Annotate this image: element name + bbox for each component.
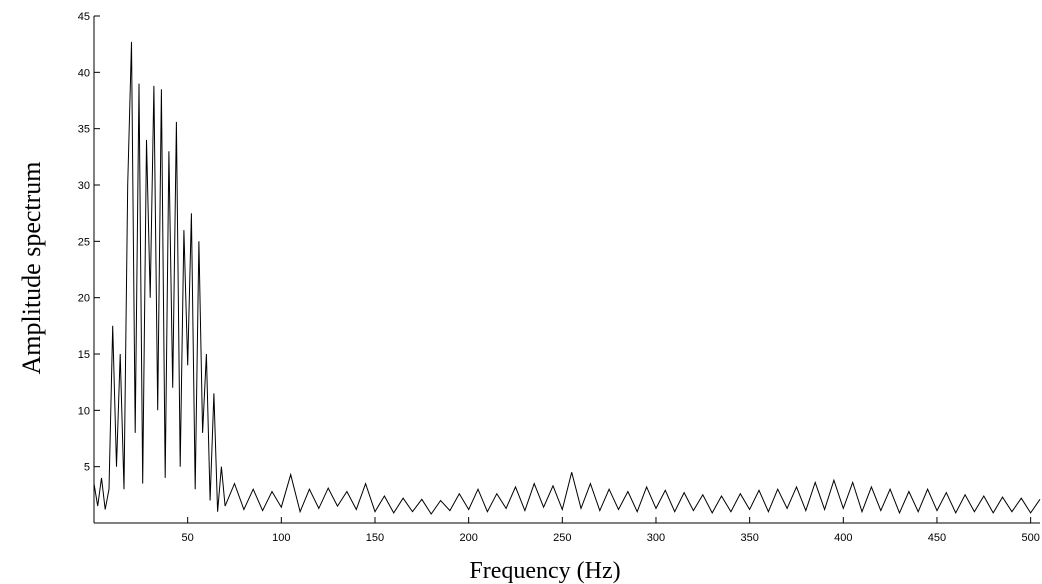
y-tick-label: 45 xyxy=(78,11,90,23)
y-axis-label: Amplitude spectrum xyxy=(17,161,46,374)
x-tick-label: 200 xyxy=(459,532,477,544)
y-ticks: 5 10 15 20 25 30 35 40 45 xyxy=(78,11,100,474)
x-tick-label: 150 xyxy=(366,532,384,544)
y-tick-label: 35 xyxy=(78,124,90,136)
y-tick-label: 20 xyxy=(78,293,90,305)
x-tick-label: 300 xyxy=(647,532,665,544)
y-tick-label: 40 xyxy=(78,67,90,79)
plot-area: 50 100 150 200 250 300 350 400 450 500 5 10 15 20 25 3… xyxy=(78,11,1041,544)
x-ticks: 50 100 150 200 250 300 350 400 450 500 xyxy=(182,517,1040,544)
x-tick-label: 250 xyxy=(553,532,571,544)
x-tick-label: 50 xyxy=(182,532,194,544)
x-axis-label: Frequency (Hz) xyxy=(469,558,620,584)
series-line-0 xyxy=(93,41,1041,515)
x-tick-label: 500 xyxy=(1021,532,1039,544)
x-tick-label: 350 xyxy=(740,532,758,544)
y-tick-label: 5 xyxy=(84,462,90,474)
y-tick-label: 25 xyxy=(78,236,90,248)
x-tick-label: 400 xyxy=(834,532,852,544)
series-layer xyxy=(93,41,1041,515)
y-tick-label: 15 xyxy=(78,349,90,361)
y-tick-label: 10 xyxy=(78,405,90,417)
x-tick-label: 100 xyxy=(272,532,290,544)
x-tick-label: 450 xyxy=(928,532,946,544)
y-tick-label: 30 xyxy=(78,180,90,192)
